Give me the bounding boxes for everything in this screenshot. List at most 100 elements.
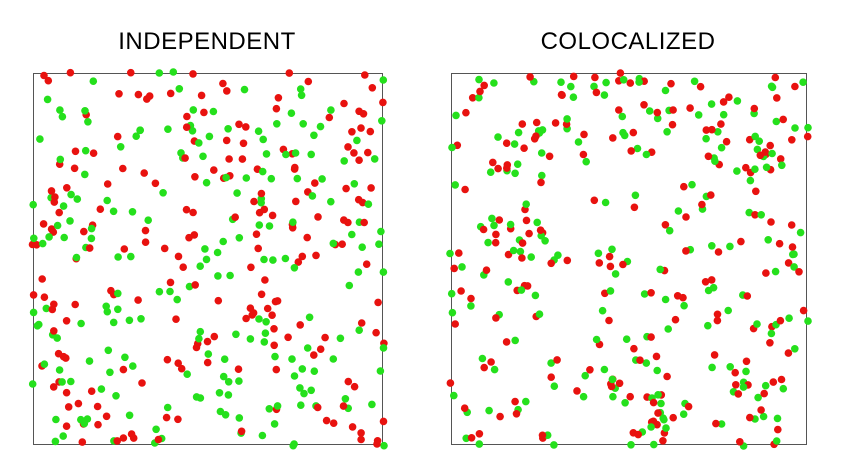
green-dot	[547, 359, 555, 367]
red-dot	[362, 260, 371, 268]
red-dot	[503, 161, 512, 169]
red-dot	[357, 429, 365, 437]
green-dot	[255, 315, 263, 323]
green-dot	[475, 440, 484, 448]
red-dot	[446, 379, 455, 387]
red-dot	[249, 309, 258, 317]
green-dot	[764, 236, 772, 244]
red-dot	[63, 184, 71, 192]
green-dot	[751, 165, 759, 173]
green-dot	[602, 78, 610, 87]
red-dot	[255, 208, 264, 217]
red-dot	[231, 213, 239, 221]
green-dot	[767, 82, 776, 91]
red-dot	[573, 387, 581, 395]
green-dot	[189, 106, 198, 114]
red-dot	[518, 120, 527, 128]
green-dot	[254, 127, 263, 135]
green-dot	[196, 327, 205, 336]
green-dot	[310, 367, 319, 376]
red-dot	[348, 423, 357, 431]
green-dot	[375, 240, 383, 248]
red-dot	[54, 349, 63, 358]
green-dot	[56, 106, 64, 114]
red-dot	[44, 76, 53, 85]
red-dot	[103, 180, 112, 188]
red-dot	[757, 406, 765, 414]
green-dot	[195, 139, 203, 147]
green-dot	[804, 317, 812, 325]
green-dot	[38, 239, 47, 248]
independent-dot-field	[28, 68, 388, 450]
red-dot	[292, 197, 300, 206]
green-dot	[609, 392, 617, 401]
red-dot	[766, 339, 774, 347]
green-dot	[790, 250, 798, 258]
green-dot	[205, 132, 214, 141]
green-dot	[657, 399, 665, 408]
green-dot	[267, 174, 276, 183]
green-dot	[345, 281, 354, 290]
green-dot	[522, 397, 530, 406]
green-dot	[84, 118, 92, 126]
green-dot	[753, 145, 762, 154]
red-dot	[626, 392, 634, 401]
red-dot	[342, 184, 350, 193]
green-dot	[305, 313, 314, 322]
red-dot	[313, 403, 322, 412]
green-dot	[308, 192, 317, 200]
green-dot	[291, 149, 300, 157]
red-dot	[776, 316, 785, 325]
green-dot	[354, 268, 363, 276]
red-dot	[271, 297, 280, 306]
red-dot	[174, 359, 182, 368]
red-dot	[85, 244, 94, 252]
green-dot	[494, 133, 502, 141]
green-dot	[513, 160, 522, 168]
green-dot	[273, 402, 282, 410]
red-dot	[361, 71, 369, 79]
green-dot	[196, 394, 205, 402]
red-dot	[489, 158, 497, 167]
green-dot	[358, 243, 367, 251]
green-dot	[598, 306, 607, 315]
red-dot	[340, 216, 348, 224]
green-dot	[726, 242, 734, 251]
green-dot	[327, 197, 335, 206]
red-dot	[107, 286, 115, 295]
green-dot	[159, 189, 167, 197]
green-dot	[166, 287, 174, 296]
red-dot	[629, 128, 638, 137]
red-dot	[174, 252, 183, 261]
green-dot	[52, 415, 60, 424]
green-dot	[537, 149, 546, 157]
green-dot	[640, 290, 649, 298]
green-dot	[36, 135, 44, 143]
red-dot	[160, 244, 169, 253]
red-dot	[50, 300, 58, 309]
red-dot	[119, 164, 127, 173]
red-dot	[725, 93, 733, 101]
red-dot	[743, 292, 752, 300]
green-dot	[772, 437, 781, 445]
red-dot	[80, 227, 88, 236]
red-dot	[795, 268, 803, 276]
red-dot	[732, 381, 740, 389]
red-dot	[294, 258, 303, 266]
green-dot	[762, 163, 771, 172]
green-dot	[242, 174, 251, 182]
colocalized-dot-field	[446, 69, 812, 450]
red-dot	[134, 296, 142, 304]
red-dot	[636, 356, 644, 365]
green-dot	[506, 220, 515, 229]
green-dot	[475, 75, 483, 84]
red-dot	[640, 101, 648, 109]
green-dot	[152, 425, 160, 434]
green-dot	[467, 302, 475, 310]
green-dot	[754, 393, 762, 402]
green-dot	[102, 302, 110, 311]
red-dot	[776, 155, 785, 163]
green-dot	[137, 315, 145, 323]
green-dot	[785, 314, 793, 322]
red-dot	[234, 365, 243, 374]
